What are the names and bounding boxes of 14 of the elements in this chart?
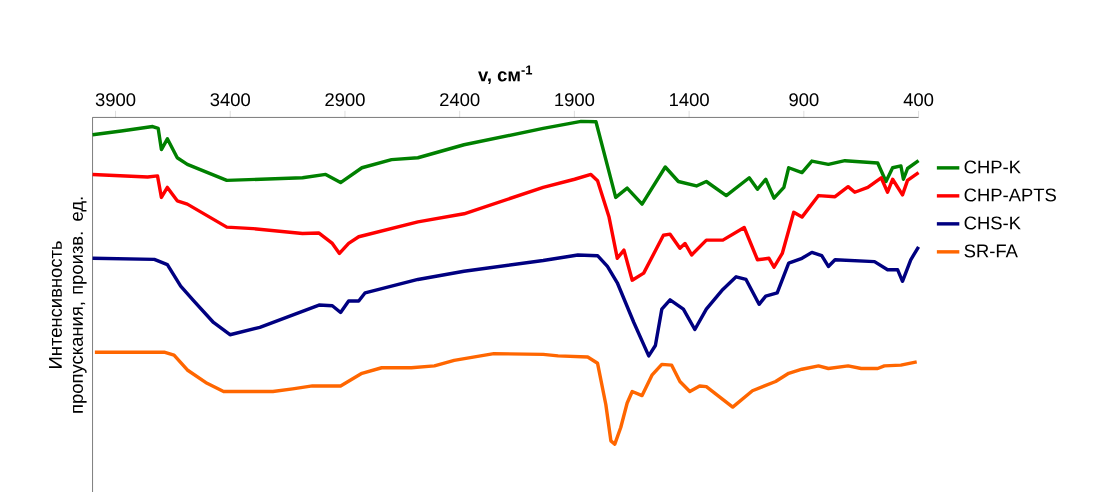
legend-label: CHP-K xyxy=(964,160,1021,174)
legend-label: SR-FA xyxy=(964,244,1018,258)
x-tick-label: 1400 xyxy=(670,92,709,106)
x-tick-label: 400 xyxy=(903,92,934,106)
x-tick-label: 2400 xyxy=(440,92,480,106)
legend-label: CHS-K xyxy=(964,216,1021,230)
x-tick-label: 900 xyxy=(789,92,819,106)
x-tick-label: 3400 xyxy=(210,92,251,106)
y-axis-title: Интенсивность пропускания, произв. ед. xyxy=(49,197,87,413)
legend-label: CHP-APTS xyxy=(964,188,1056,202)
x-tick-label: 3900 xyxy=(95,92,136,106)
x-tick-label: 1900 xyxy=(555,92,595,106)
x-axis-title: v, см$^{-1}$ xyxy=(478,65,533,84)
x-tick-label: 2900 xyxy=(325,92,365,106)
